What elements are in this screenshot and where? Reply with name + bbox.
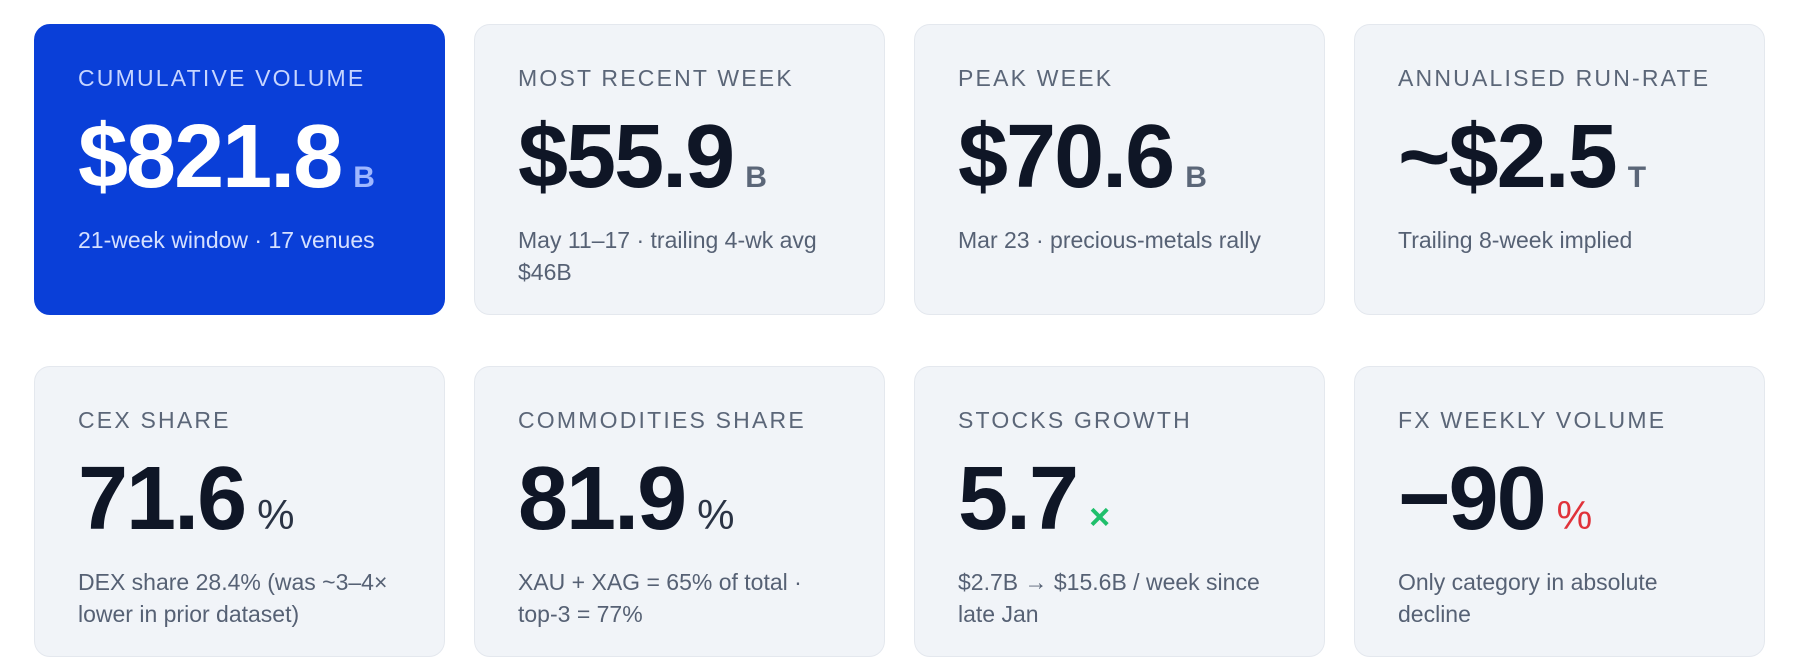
kpi-subtext: $2.7B → $15.6B / week since late Jan (958, 569, 1260, 627)
kpi-label: ANNUALISED RUN-RATE (1398, 65, 1711, 91)
kpi-card-fx-weekly-volume: FX WEEKLY VOLUME −90 % Only category in … (1354, 366, 1765, 657)
kpi-value-row: ~$2.5 T (1398, 112, 1722, 202)
kpi-card-peak-week: PEAK WEEK $70.6 B Mar 23 · precious-meta… (914, 24, 1325, 315)
kpi-card-cumulative-volume: CUMULATIVE VOLUME $821.8 B 21-week windo… (34, 24, 445, 315)
kpi-subtext: May 11–17 · trailing 4-wk avg $46B (518, 227, 817, 285)
kpi-subtext: XAU + XAG = 65% of total · top-3 = 77% (518, 569, 802, 627)
kpi-value: 71.6 (78, 449, 247, 549)
kpi-label: PEAK WEEK (958, 65, 1114, 91)
kpi-subtext: Only category in absolute decline (1398, 569, 1658, 627)
kpi-value-row: $821.8 B (78, 112, 402, 202)
kpi-subtext: DEX share 28.4% (was ~3–4× lower in prio… (78, 569, 388, 627)
kpi-unit: B (353, 161, 376, 194)
kpi-value: ~$2.5 (1398, 107, 1618, 207)
kpi-unit: B (1185, 161, 1208, 194)
kpi-label: CUMULATIVE VOLUME (78, 65, 366, 91)
kpi-card-cex-share: CEX SHARE 71.6 % DEX share 28.4% (was ~3… (34, 366, 445, 657)
kpi-label: CEX SHARE (78, 407, 231, 433)
kpi-value: $70.6 (958, 107, 1175, 207)
kpi-value-row: $70.6 B (958, 112, 1282, 202)
kpi-card-stocks-growth: STOCKS GROWTH 5.7 × $2.7B → $15.6B / wee… (914, 366, 1325, 657)
kpi-value-row: $55.9 B (518, 112, 842, 202)
kpi-grid: CUMULATIVE VOLUME $821.8 B 21-week windo… (34, 24, 1766, 657)
kpi-subtext: 21-week window · 17 venues (78, 227, 375, 253)
kpi-unit: % (697, 491, 736, 538)
growth-multiplier-icon: × (1089, 496, 1112, 537)
kpi-value-row: 81.9 % (518, 454, 842, 544)
kpi-card-commodities-share: COMMODITIES SHARE 81.9 % XAU + XAG = 65%… (474, 366, 885, 657)
kpi-unit: T (1627, 161, 1648, 194)
kpi-subtext: Trailing 8-week implied (1398, 227, 1633, 253)
kpi-label: MOST RECENT WEEK (518, 65, 794, 91)
kpi-value-row: −90 % (1398, 454, 1722, 544)
kpi-label: COMMODITIES SHARE (518, 407, 806, 433)
kpi-label: STOCKS GROWTH (958, 407, 1192, 433)
kpi-value: $821.8 (78, 107, 343, 207)
kpi-unit: B (745, 161, 768, 194)
kpi-subtext: Mar 23 · precious-metals rally (958, 227, 1261, 253)
kpi-unit: % (257, 491, 296, 538)
kpi-unit-decline: % (1556, 494, 1594, 538)
kpi-value: 5.7 (958, 449, 1079, 549)
kpi-card-annualised-run-rate: ANNUALISED RUN-RATE ~$2.5 T Trailing 8-w… (1354, 24, 1765, 315)
kpi-value: 81.9 (518, 449, 687, 549)
kpi-card-most-recent-week: MOST RECENT WEEK $55.9 B May 11–17 · tra… (474, 24, 885, 315)
kpi-value: $55.9 (518, 107, 735, 207)
kpi-value-row: 5.7 × (958, 454, 1282, 544)
kpi-label: FX WEEKLY VOLUME (1398, 407, 1667, 433)
kpi-value-row: 71.6 % (78, 454, 402, 544)
kpi-value: −90 (1398, 449, 1547, 549)
